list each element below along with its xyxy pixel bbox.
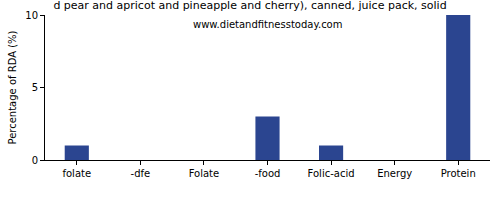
svg-text:Protein: Protein	[441, 168, 476, 179]
svg-text:Folate: Folate	[189, 168, 220, 179]
svg-text:-food: -food	[255, 168, 281, 179]
svg-text:Folic-acid: Folic-acid	[308, 168, 355, 179]
svg-text:0: 0	[32, 155, 38, 166]
svg-text:d pear and apricot and pineapp: d pear and apricot and pineapple and che…	[53, 0, 446, 12]
svg-text:Percentage of RDA (%): Percentage of RDA (%)	[7, 30, 18, 144]
svg-text:10: 10	[25, 10, 38, 21]
svg-text:-dfe: -dfe	[131, 168, 151, 179]
svg-text:folate: folate	[62, 168, 91, 179]
svg-text:Energy: Energy	[377, 168, 412, 179]
svg-text:5: 5	[32, 82, 38, 93]
svg-text:www.dietandfitnesstoday.com: www.dietandfitnesstoday.com	[193, 19, 342, 30]
